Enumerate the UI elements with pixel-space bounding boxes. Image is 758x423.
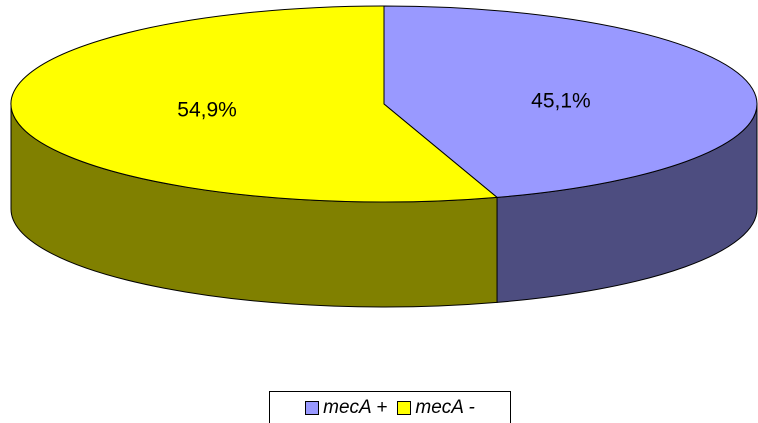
legend-swatch-mecA-minus	[397, 400, 412, 415]
legend: mecA + mecA -	[269, 391, 511, 423]
pie-tops	[10, 5, 758, 203]
legend-swatch-mecA-plus	[305, 400, 320, 415]
legend-entry-mecA-plus: mecA +	[305, 397, 387, 419]
legend-label-mecA-minus: mecA -	[415, 396, 475, 418]
pie-slice-mecA-plus	[383, 5, 758, 198]
pie-slice-mecA-minus	[10, 5, 499, 203]
legend-entry-mecA-minus: mecA -	[397, 396, 475, 419]
legend-label-mecA-plus: mecA +	[323, 396, 388, 418]
slice-label-mecA-minus: 54,9%	[177, 99, 237, 122]
slice-label-mecA-plus: 45,1%	[531, 89, 591, 112]
slice-labels: 45,1% 54,9%	[177, 89, 590, 121]
